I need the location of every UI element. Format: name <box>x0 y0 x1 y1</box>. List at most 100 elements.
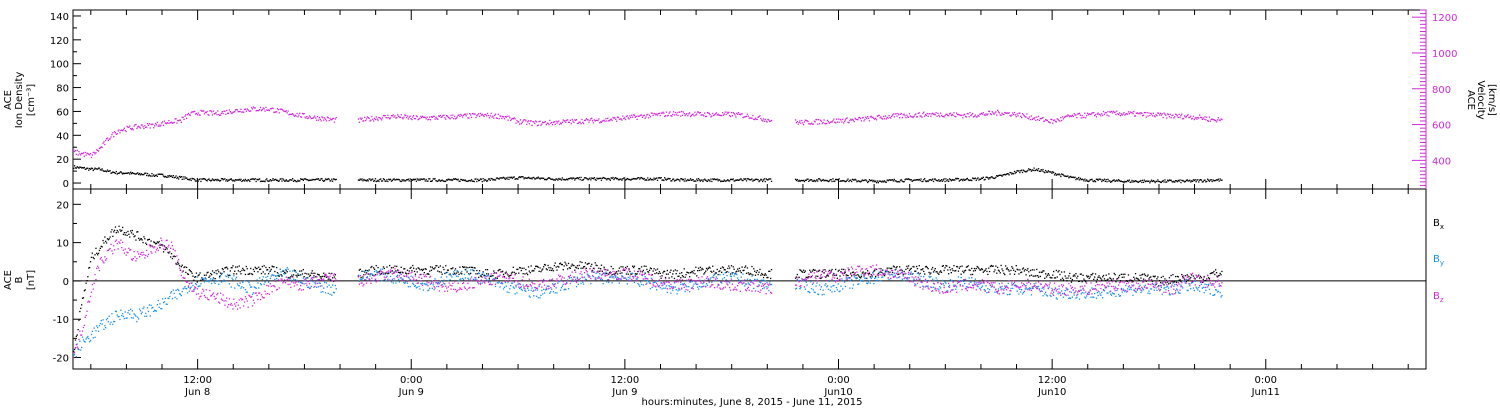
bx-point <box>591 263 593 265</box>
by-point <box>727 281 729 283</box>
velocity-point <box>567 121 570 123</box>
bx-point <box>94 254 96 256</box>
velocity-point <box>984 114 986 116</box>
ion-density-point <box>1037 169 1039 172</box>
bx-point <box>1053 277 1056 279</box>
bx-point <box>372 274 374 276</box>
by-point <box>411 279 413 281</box>
bx-point <box>634 273 636 275</box>
velocity-point <box>492 115 494 117</box>
bx-point <box>948 266 951 269</box>
bx-point <box>479 275 482 277</box>
ion-density-point <box>116 173 118 175</box>
bx-point <box>1045 276 1048 278</box>
velocity-point <box>536 125 539 127</box>
bx-point <box>1168 277 1171 279</box>
ion-density-point <box>211 179 213 181</box>
bx-point <box>1085 281 1087 283</box>
velocity-point <box>845 118 847 120</box>
ion-density-point <box>837 179 839 181</box>
bx-point <box>847 274 849 277</box>
ion-density-point <box>281 180 283 182</box>
bx-point <box>1052 274 1054 276</box>
ion-density-point <box>292 180 295 182</box>
ion-density-point <box>737 179 740 181</box>
bx-point <box>645 265 647 267</box>
velocity-point <box>87 152 89 155</box>
by-point <box>426 283 428 285</box>
by-point <box>441 284 443 286</box>
bx-point <box>322 275 324 277</box>
by-point <box>697 286 699 288</box>
bx-point <box>950 272 952 274</box>
ion-density-point <box>398 179 401 181</box>
bx-point <box>411 269 413 272</box>
bx-point <box>1067 277 1069 279</box>
by-point <box>684 290 686 293</box>
bx-point <box>984 269 986 271</box>
velocity-point <box>457 114 459 116</box>
ion-density-point <box>1171 180 1173 183</box>
ion-density-point <box>1192 179 1195 181</box>
ion-density-point <box>890 179 892 181</box>
ion-density-point <box>223 178 225 180</box>
bx-point <box>689 272 692 274</box>
bx-point <box>965 266 968 268</box>
bx-point <box>635 273 637 275</box>
ion-density-point <box>472 180 474 182</box>
velocity-point <box>378 117 380 119</box>
by-point <box>120 309 122 311</box>
ion-density-point <box>833 180 835 182</box>
ion-density-point <box>507 176 509 178</box>
ion-density-point <box>718 178 720 181</box>
ion-density-point <box>405 179 408 181</box>
bx-point <box>1174 281 1176 283</box>
bx-point <box>980 269 982 271</box>
ion-density-point <box>1146 180 1148 182</box>
by-point <box>838 290 840 293</box>
velocity-point <box>183 118 185 120</box>
ion-density-point <box>495 177 498 179</box>
by-point <box>403 281 405 284</box>
by-point <box>393 271 395 273</box>
by-point <box>456 270 458 272</box>
velocity-point <box>1010 115 1012 117</box>
bx-point <box>222 268 224 271</box>
by-point <box>561 285 563 287</box>
bx-point <box>505 271 507 273</box>
velocity-point <box>1012 112 1014 114</box>
by-point <box>552 291 555 293</box>
by-point <box>326 286 328 288</box>
ion-density-point <box>405 180 407 182</box>
by-point <box>861 279 863 281</box>
ion-density-point <box>373 180 376 182</box>
ion-density-point <box>881 181 883 183</box>
ion-density-point <box>257 179 259 181</box>
bx-point <box>148 238 150 240</box>
velocity-point <box>964 113 966 115</box>
ion-density-point <box>552 179 555 181</box>
bx-point <box>1073 274 1075 276</box>
velocity-point <box>988 110 990 113</box>
bx-point <box>1077 275 1079 277</box>
by-point <box>656 289 658 291</box>
ion-density-point <box>1004 173 1006 176</box>
ion-density-point <box>493 178 495 181</box>
by-point <box>893 272 895 274</box>
ion-density-point <box>680 178 682 180</box>
bx-point <box>1146 275 1148 277</box>
ion-density-point <box>722 180 725 182</box>
ion-density-point <box>114 172 117 175</box>
velocity-point <box>280 108 282 110</box>
bx-point <box>989 265 992 268</box>
velocity-point <box>860 120 863 122</box>
ion-density-point <box>194 180 197 182</box>
by-point <box>846 277 848 279</box>
by-point <box>364 270 366 272</box>
by-point <box>535 289 537 291</box>
bx-point <box>113 229 116 231</box>
by-point <box>603 272 605 274</box>
bx-point <box>701 267 703 270</box>
by-point <box>204 278 206 280</box>
ion-density-point <box>1217 178 1219 180</box>
